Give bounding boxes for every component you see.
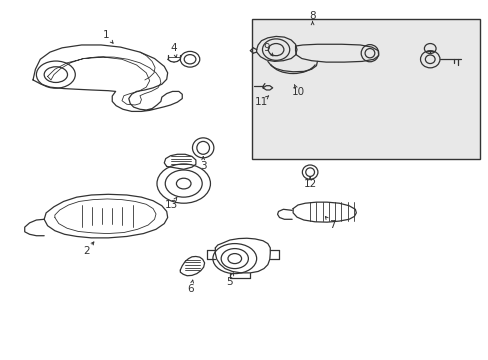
Text: 12: 12	[303, 179, 316, 189]
Text: 1: 1	[102, 30, 109, 40]
Text: 7: 7	[328, 220, 335, 230]
Text: 4: 4	[170, 43, 177, 53]
Text: 13: 13	[164, 200, 178, 210]
Text: 11: 11	[254, 97, 267, 107]
Text: 8: 8	[308, 11, 315, 21]
Text: 5: 5	[226, 277, 233, 287]
Text: 6: 6	[187, 284, 194, 294]
Text: 2: 2	[83, 247, 90, 256]
Text: 9: 9	[263, 43, 269, 53]
Text: 10: 10	[291, 87, 304, 98]
Bar	[251, 19, 479, 158]
Text: 3: 3	[200, 161, 206, 171]
